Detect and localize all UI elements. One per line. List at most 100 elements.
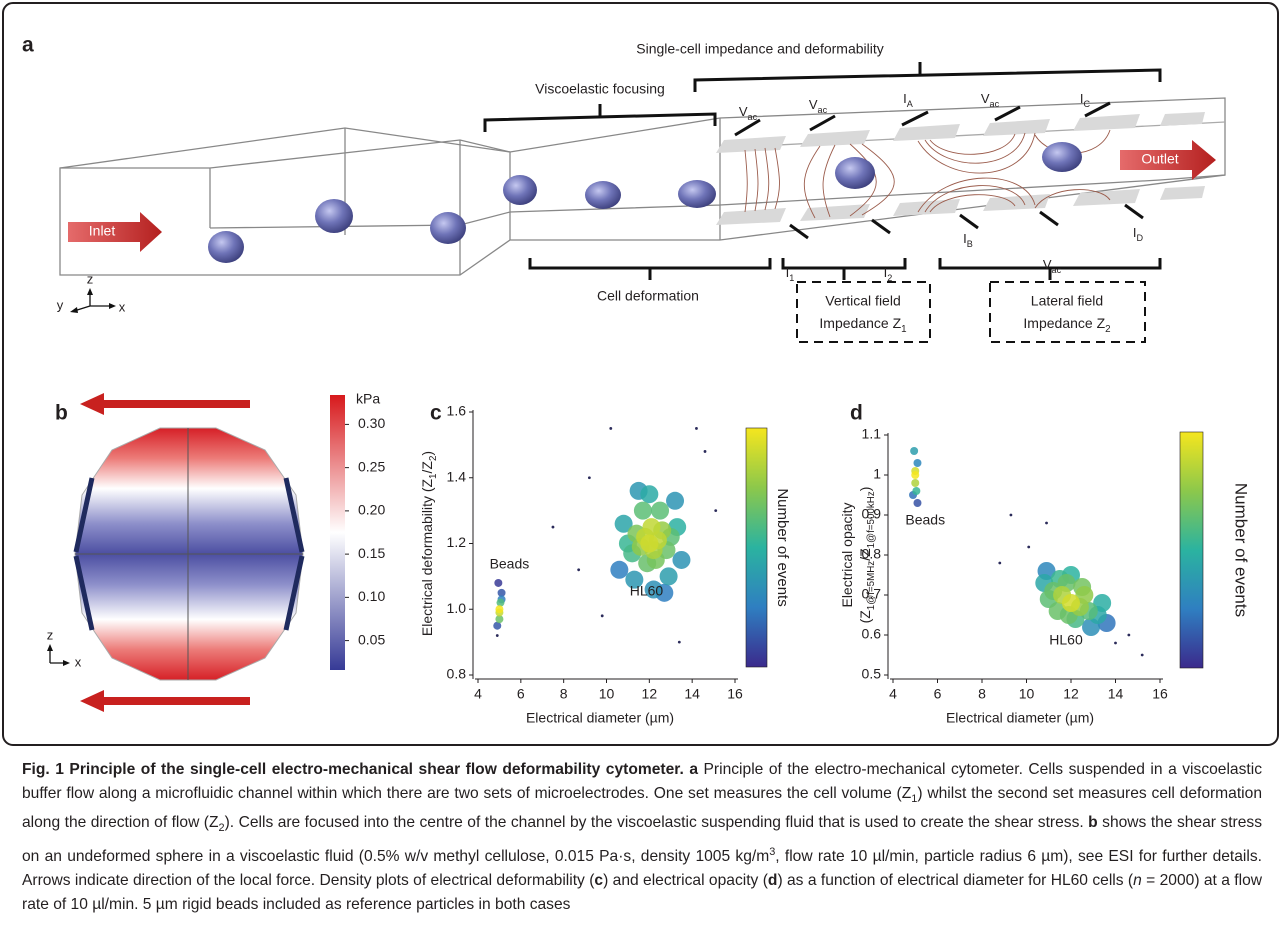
channel-diagram-shape-shape xyxy=(1073,114,1140,131)
colorbar-tick-label: 0.10 xyxy=(358,588,385,604)
electrode-label: IA xyxy=(903,91,914,109)
channel-diagram-shape-shape xyxy=(87,288,93,295)
cluster-label: HL60 xyxy=(630,583,664,599)
caption-text: ) as a function of electrical diameter f… xyxy=(777,872,1133,889)
electrode-label: IC xyxy=(1080,91,1091,109)
x-tick-label: 10 xyxy=(1019,686,1035,702)
electrode-label: Vac xyxy=(1043,257,1062,275)
text-part: C xyxy=(1084,99,1091,109)
x-axis-label: Electrical diameter (µm) xyxy=(526,710,674,726)
box-label: Lateral field xyxy=(1031,293,1103,309)
data-point xyxy=(609,427,612,430)
x-tick-label: 4 xyxy=(889,686,897,702)
panel-label: b xyxy=(55,402,68,425)
x-tick-label: 6 xyxy=(517,686,525,702)
box-label: Vertical field xyxy=(825,293,900,309)
data-point xyxy=(695,427,698,430)
x-tick-label: 8 xyxy=(978,686,986,702)
panel-label: a xyxy=(22,34,34,57)
data-point xyxy=(640,535,658,553)
text-part: /Z xyxy=(857,548,873,561)
caption-text: b xyxy=(1088,814,1098,831)
diagram-label: Cell deformation xyxy=(597,288,699,304)
colorbar-tick-label: 0.20 xyxy=(358,502,385,518)
channel-diagram-shape-shape xyxy=(430,212,466,244)
x-tick-label: 8 xyxy=(560,686,568,702)
data-point xyxy=(912,487,920,495)
electrode-label: Vac xyxy=(739,104,758,122)
colorbar xyxy=(330,395,345,670)
data-point xyxy=(634,502,652,520)
y-tick-label: 1.1 xyxy=(862,426,882,442)
data-point xyxy=(496,634,499,637)
data-point xyxy=(1027,546,1030,549)
channel-diagram-shape-shape xyxy=(983,119,1050,136)
sphere-panel-shape-shape xyxy=(47,644,53,651)
data-point xyxy=(1062,594,1080,612)
channel-diagram-shape-shape xyxy=(695,62,1160,92)
channel-diagram-shape-shape xyxy=(109,303,116,309)
channel-diagram-shape-shape xyxy=(74,292,112,311)
box-label: Impedance Z2 xyxy=(1023,315,1110,335)
data-point xyxy=(1141,654,1144,657)
colorbar-label: Number of events xyxy=(1232,483,1251,617)
text-part: Impedance Z xyxy=(1023,315,1105,331)
box-label: Impedance Z1 xyxy=(819,315,906,335)
electrode-label: IB xyxy=(963,231,973,249)
text-part: ac xyxy=(990,99,1000,109)
channel-diagram-shape-shape xyxy=(797,282,930,342)
electrode-label: Vac xyxy=(809,97,828,115)
y-axis-label: Electrical opacity xyxy=(839,502,855,607)
cluster-label: Beads xyxy=(490,556,530,572)
caption-text: Fig. 1 Principle of the single-cell elec… xyxy=(22,761,684,778)
figure-caption: Fig. 1 Principle of the single-cell elec… xyxy=(22,758,1262,917)
data-point xyxy=(588,476,591,479)
data-point xyxy=(640,485,658,503)
data-point xyxy=(666,492,684,510)
electrode-label: Vac xyxy=(981,91,1000,109)
cluster-label: Beads xyxy=(905,512,945,528)
sphere-panel-shape xyxy=(47,644,70,666)
data-point xyxy=(913,499,921,507)
channel-diagram-shape-shape xyxy=(678,180,716,208)
text-part: ac xyxy=(818,105,828,115)
channel-diagram-shape-shape xyxy=(485,104,715,132)
channel-diagram-shape-shape xyxy=(990,282,1145,342)
axis-icon-label: x xyxy=(75,654,82,669)
y-tick-label: 0.8 xyxy=(447,666,467,682)
channel-diagram-shape-shape xyxy=(585,181,621,209)
channel-diagram-shape-shape xyxy=(918,133,1035,173)
x-tick-label: 6 xyxy=(934,686,942,702)
channel-diagram-shape-shape xyxy=(800,130,870,147)
channel-diagram-shape xyxy=(720,122,1225,148)
panel-label: c xyxy=(430,402,442,425)
y-tick-label: 1 xyxy=(873,466,881,482)
caption-text: c xyxy=(594,872,603,889)
colorbar-title: kPa xyxy=(356,391,380,407)
data-point xyxy=(1127,634,1130,637)
figure: a b Single-cell impedance and deformabil… xyxy=(0,0,1282,752)
text-part: V xyxy=(1043,257,1052,272)
y-tick-label: 1.4 xyxy=(447,468,467,484)
text-part: ac xyxy=(748,112,758,122)
data-point xyxy=(651,502,669,520)
caption-text: ). Cells are focused into the centre of … xyxy=(225,814,1089,831)
channel-diagram-shape xyxy=(70,288,116,313)
text-part: ) xyxy=(857,487,873,492)
text-part: V xyxy=(809,97,818,112)
y-tick-label: 0.6 xyxy=(862,626,882,642)
channel-diagram-shape xyxy=(797,282,1145,342)
electrode-label: ID xyxy=(1133,225,1144,243)
channel-diagram-shape-shape xyxy=(503,175,537,205)
y-tick-label: 1.2 xyxy=(447,534,467,550)
sphere-panel-shape-shape xyxy=(100,697,250,705)
data-point xyxy=(577,568,580,571)
y-axis-label: Electrical deformability (Z1/Z2) xyxy=(419,451,439,636)
panel-label: d xyxy=(850,402,863,425)
channel-diagram-shape-shape xyxy=(835,157,875,189)
text-part: ) xyxy=(419,451,435,456)
text-part: 1 xyxy=(789,273,794,283)
channel-diagram-shape-shape xyxy=(1073,189,1140,206)
data-point xyxy=(552,526,555,529)
data-point xyxy=(601,614,604,617)
